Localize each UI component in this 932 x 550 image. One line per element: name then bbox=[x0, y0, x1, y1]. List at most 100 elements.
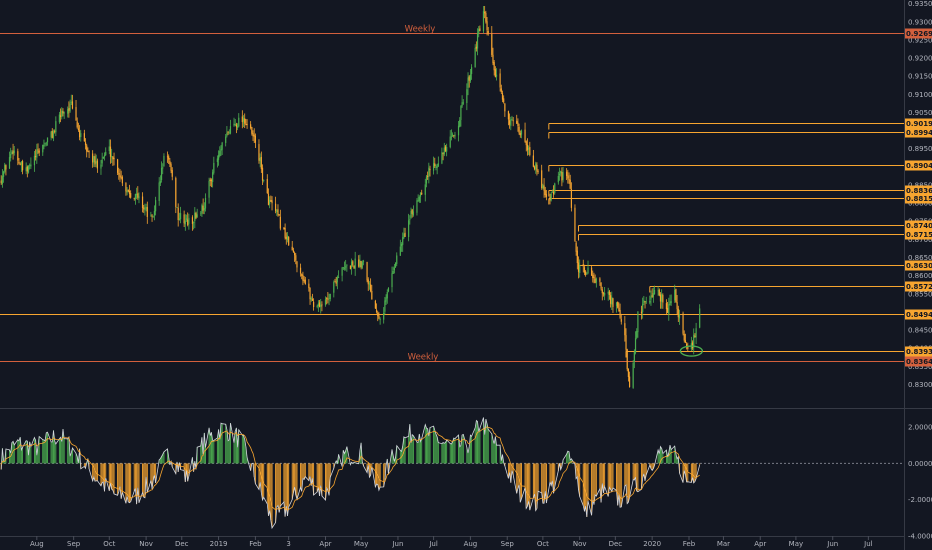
candle-body bbox=[336, 276, 338, 283]
price-tag-label: 0.90198 bbox=[906, 120, 932, 128]
candle-body bbox=[510, 119, 512, 126]
candle-body bbox=[217, 155, 220, 160]
candle-body bbox=[400, 243, 403, 247]
candle-body bbox=[396, 255, 398, 264]
candle-body bbox=[367, 279, 369, 285]
candle-body bbox=[17, 151, 19, 161]
candle-body bbox=[632, 362, 634, 388]
candle-body bbox=[5, 165, 7, 170]
candle-body bbox=[54, 130, 56, 132]
candle-body bbox=[151, 215, 153, 217]
candle-body bbox=[615, 302, 618, 306]
candle-body bbox=[375, 309, 378, 312]
candle-body bbox=[169, 160, 171, 165]
candle-body bbox=[637, 311, 639, 333]
candle-body bbox=[499, 73, 501, 88]
candle-body bbox=[191, 217, 194, 224]
signal-line bbox=[0, 426, 700, 511]
price-tag bbox=[905, 356, 932, 367]
time-axis[interactable]: Aug Sep Oct Nov Dec 2019 Feb 3 Apr May Jun Jul Aug Se… bbox=[30, 536, 873, 548]
candle-body bbox=[479, 28, 481, 32]
candle-body bbox=[10, 154, 12, 159]
candle-body bbox=[466, 89, 468, 103]
candle-body bbox=[58, 114, 60, 123]
time-tick-label: Apr bbox=[319, 540, 331, 548]
candle-body bbox=[643, 300, 645, 303]
candle-body bbox=[145, 206, 147, 210]
candle-body bbox=[683, 333, 685, 341]
candle-body bbox=[195, 213, 197, 219]
candle-body bbox=[71, 101, 74, 109]
candle-body bbox=[669, 301, 671, 306]
price-tag-label: 0.86305 bbox=[906, 262, 932, 270]
candle-body bbox=[424, 184, 426, 195]
candle-body bbox=[42, 144, 44, 153]
candle-body bbox=[103, 155, 106, 157]
candle-body bbox=[552, 191, 555, 195]
candle-body bbox=[92, 153, 94, 163]
candle-body bbox=[658, 289, 660, 296]
candle-body bbox=[159, 181, 161, 184]
price-tag-label: 0.87153 bbox=[906, 231, 932, 239]
candle-body bbox=[326, 298, 328, 299]
candle-body bbox=[657, 290, 659, 292]
candle-body bbox=[493, 62, 495, 71]
candle-body bbox=[409, 219, 411, 221]
candle-body bbox=[61, 110, 63, 117]
candle-body bbox=[13, 150, 15, 154]
oscillator-pane bbox=[0, 417, 904, 530]
candle-body bbox=[87, 151, 89, 152]
candle-body bbox=[568, 179, 570, 181]
candle-body bbox=[377, 312, 379, 317]
candle-body bbox=[178, 218, 180, 221]
candle-body bbox=[127, 189, 129, 192]
candle-body bbox=[51, 130, 53, 138]
candle-body bbox=[245, 123, 247, 126]
candle-body bbox=[494, 69, 496, 78]
candle-body bbox=[676, 302, 678, 310]
candle-body bbox=[583, 267, 586, 273]
candle-body bbox=[86, 145, 88, 152]
candle-body bbox=[285, 236, 287, 239]
candle-body bbox=[20, 161, 22, 165]
time-tick-label: Apr bbox=[754, 540, 766, 548]
candle-body bbox=[577, 262, 580, 272]
candle-body bbox=[695, 328, 697, 338]
price-tick-label: 0.83000 bbox=[908, 381, 932, 389]
candle-body bbox=[652, 293, 654, 298]
candle-body bbox=[393, 267, 395, 271]
candle-body bbox=[141, 196, 144, 208]
candle-body bbox=[392, 270, 394, 274]
price-tag bbox=[905, 260, 932, 271]
candle-body bbox=[310, 297, 312, 300]
candle-body bbox=[292, 250, 295, 253]
candle-body bbox=[302, 274, 304, 281]
candle-body bbox=[187, 219, 189, 225]
candle-body bbox=[482, 11, 485, 32]
candle-body bbox=[155, 200, 157, 212]
candle-body bbox=[618, 307, 620, 311]
candle-body bbox=[254, 135, 257, 143]
candle-body bbox=[582, 264, 584, 267]
candle-body bbox=[120, 176, 122, 178]
candle-body bbox=[162, 167, 164, 169]
candle-body bbox=[69, 103, 71, 112]
candle-body bbox=[416, 200, 418, 213]
candle-body bbox=[46, 137, 49, 143]
candle-body bbox=[55, 121, 57, 133]
candle-body bbox=[269, 199, 271, 205]
candle-body bbox=[346, 264, 348, 266]
candle-body bbox=[170, 164, 172, 171]
candle-body bbox=[662, 295, 664, 303]
candle-body bbox=[288, 236, 290, 246]
candle-body bbox=[258, 144, 260, 161]
candle-body bbox=[1, 176, 3, 185]
candle-body bbox=[80, 133, 82, 137]
candle-body bbox=[677, 308, 679, 318]
candle-body bbox=[682, 313, 684, 334]
